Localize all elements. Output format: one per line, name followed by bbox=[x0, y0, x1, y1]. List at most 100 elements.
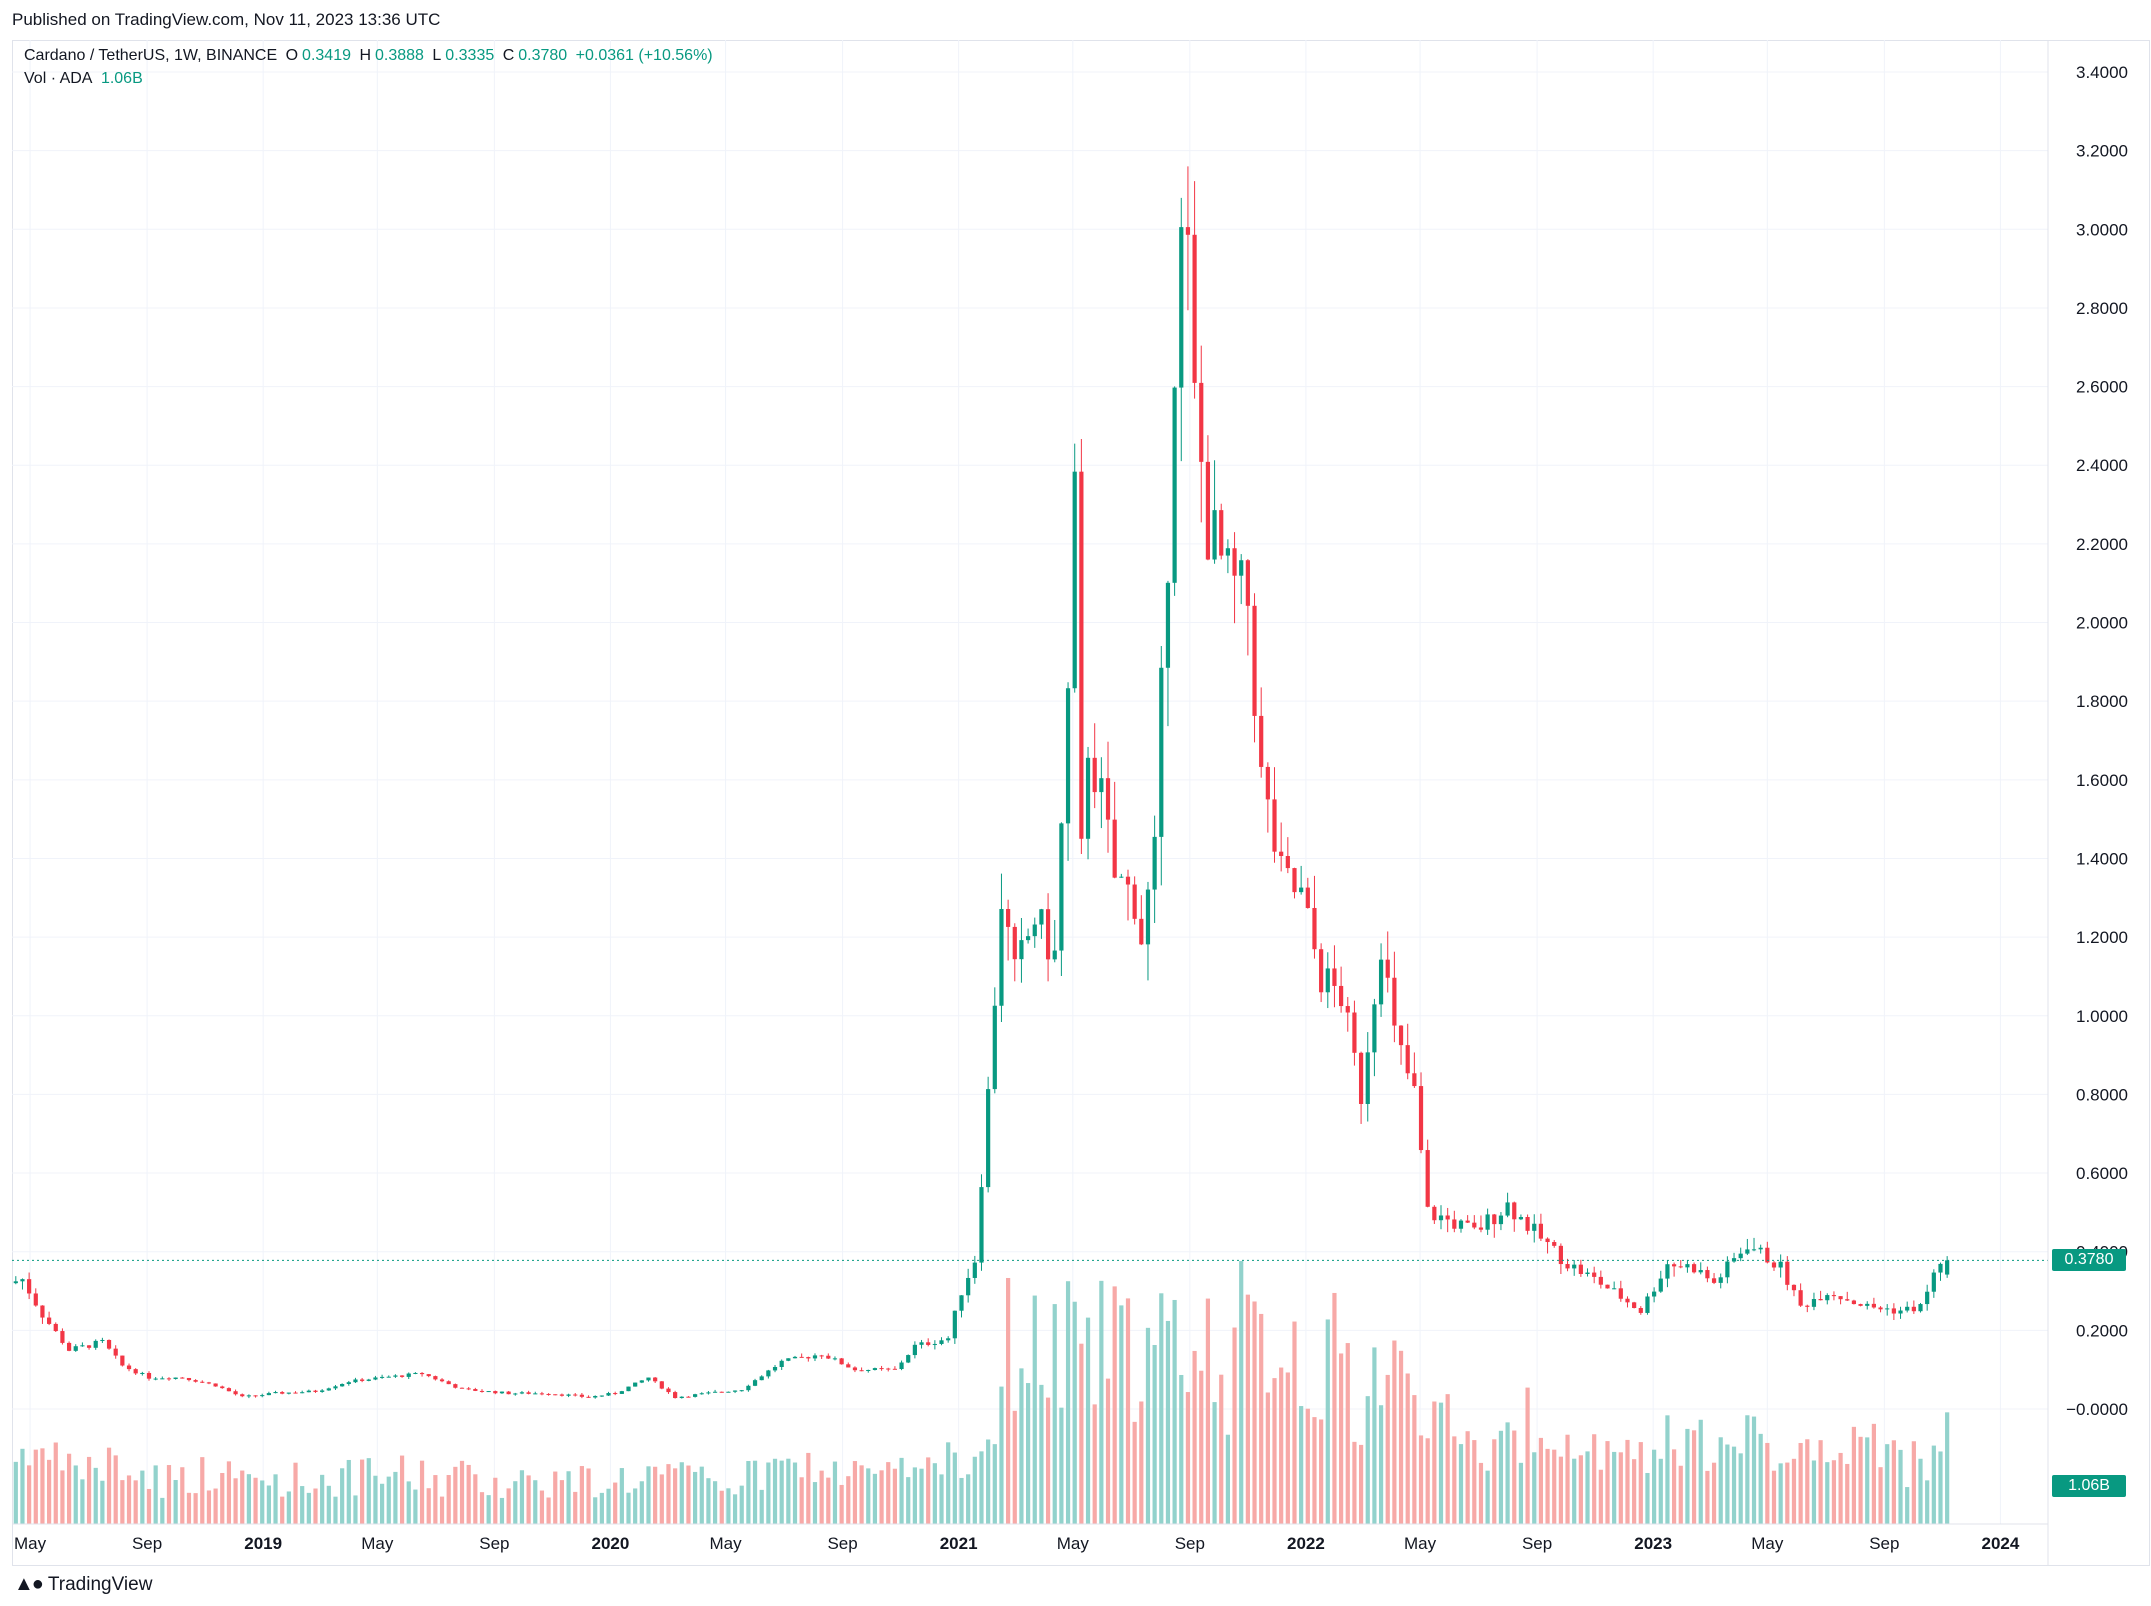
y-tick-label: 0.6000 bbox=[2076, 1164, 2128, 1183]
candle-body bbox=[1645, 1296, 1650, 1313]
x-tick-label: 2020 bbox=[592, 1534, 630, 1553]
volume-bar bbox=[919, 1468, 924, 1524]
volume-bar bbox=[946, 1442, 951, 1524]
candle-body bbox=[786, 1358, 791, 1361]
candle-body bbox=[1458, 1220, 1464, 1229]
volume-bar bbox=[579, 1466, 584, 1524]
volume-bar bbox=[1232, 1327, 1237, 1524]
volume-bar bbox=[473, 1474, 478, 1524]
volume-bar bbox=[93, 1467, 98, 1524]
volume-bar bbox=[1245, 1294, 1250, 1524]
candle-body bbox=[113, 1348, 118, 1356]
candle-body bbox=[706, 1392, 711, 1394]
y-tick-label: 3.2000 bbox=[2076, 142, 2128, 161]
y-tick-label: 1.6000 bbox=[2076, 771, 2128, 790]
volume-bar bbox=[1239, 1261, 1244, 1524]
volume-bar bbox=[1485, 1470, 1490, 1524]
last-price-tag: 0.3780 bbox=[2052, 1249, 2126, 1272]
volume-bar bbox=[346, 1459, 351, 1524]
volume-bar bbox=[1225, 1434, 1230, 1524]
candle-body bbox=[932, 1343, 937, 1345]
candle-body bbox=[852, 1367, 858, 1371]
volume-bar bbox=[699, 1466, 704, 1524]
candle-body bbox=[826, 1355, 831, 1359]
candle-body bbox=[340, 1383, 345, 1387]
candle-body bbox=[1845, 1299, 1850, 1301]
candle-body bbox=[593, 1395, 598, 1398]
candle-body bbox=[712, 1391, 718, 1393]
candle-body bbox=[739, 1390, 744, 1392]
volume-bar bbox=[1785, 1462, 1790, 1524]
volume-bar bbox=[1279, 1367, 1284, 1524]
candle-body bbox=[799, 1356, 804, 1358]
volume-bar bbox=[493, 1477, 498, 1524]
candle-body bbox=[919, 1342, 924, 1345]
candle-body bbox=[1885, 1308, 1890, 1310]
volume-bar bbox=[106, 1447, 112, 1524]
volume-bar bbox=[1285, 1372, 1290, 1524]
candle-body bbox=[1725, 1261, 1730, 1278]
last-volume-tag: 1.06B bbox=[2052, 1475, 2126, 1497]
candle-body bbox=[346, 1382, 351, 1384]
volume-bar bbox=[872, 1473, 878, 1524]
candle-body bbox=[160, 1378, 165, 1380]
volume-bar bbox=[559, 1480, 565, 1524]
volume-value: 1.06B bbox=[100, 70, 143, 87]
low-value: 0.3335 bbox=[445, 47, 495, 64]
volume-bar bbox=[526, 1475, 531, 1524]
candle-body bbox=[266, 1393, 271, 1396]
volume-bar bbox=[1518, 1462, 1524, 1524]
volume-bar bbox=[313, 1488, 318, 1524]
volume-bar bbox=[939, 1474, 944, 1524]
candle-body bbox=[1352, 1012, 1357, 1053]
volume-bar bbox=[466, 1464, 471, 1524]
candle-body bbox=[646, 1377, 651, 1381]
volume-bar bbox=[832, 1461, 838, 1524]
candle-body bbox=[1865, 1303, 1870, 1306]
y-tick-label: 1.4000 bbox=[2076, 849, 2128, 868]
candle-body bbox=[1538, 1223, 1544, 1239]
volume-bar bbox=[586, 1468, 591, 1524]
volume-bar bbox=[1671, 1449, 1677, 1524]
candle-body bbox=[313, 1390, 318, 1392]
candle-body bbox=[1199, 382, 1204, 462]
volume-bar bbox=[1185, 1392, 1191, 1524]
x-tick-label: Sep bbox=[132, 1534, 162, 1553]
candle-body bbox=[1358, 1052, 1364, 1104]
volume-bar bbox=[1825, 1462, 1830, 1524]
volume-bar bbox=[726, 1488, 731, 1524]
volume-bar bbox=[959, 1477, 964, 1524]
candle-body bbox=[53, 1323, 58, 1332]
tradingview-logo[interactable]: ▲● TradingView bbox=[14, 1573, 152, 1596]
candle-body bbox=[1172, 387, 1177, 583]
candle-body bbox=[106, 1339, 112, 1349]
volume-bar bbox=[1731, 1446, 1737, 1524]
volume-bar bbox=[1006, 1277, 1011, 1524]
candle-body bbox=[1332, 968, 1337, 986]
candle-body bbox=[86, 1345, 92, 1348]
candle-body bbox=[1685, 1264, 1690, 1268]
candle-body bbox=[1532, 1223, 1537, 1231]
candle-body bbox=[120, 1355, 125, 1366]
candle-body bbox=[1079, 471, 1084, 839]
candle-body bbox=[1072, 471, 1077, 689]
volume-bar bbox=[1378, 1405, 1384, 1524]
volume-bar bbox=[693, 1471, 698, 1524]
candle-body bbox=[80, 1345, 85, 1347]
chart-frame[interactable] bbox=[12, 40, 2150, 1566]
candle-body bbox=[1252, 605, 1257, 716]
volume-bar bbox=[206, 1490, 212, 1524]
x-tick-label: 2021 bbox=[940, 1534, 978, 1553]
candle-body bbox=[499, 1391, 505, 1394]
y-tick-label: 2.6000 bbox=[2076, 378, 2128, 397]
volume-bar bbox=[53, 1442, 58, 1524]
candle-body bbox=[280, 1392, 285, 1394]
candle-body bbox=[1372, 1004, 1377, 1053]
volume-bar bbox=[826, 1477, 831, 1524]
volume-bar bbox=[1718, 1437, 1723, 1524]
x-tick-label: Sep bbox=[1869, 1534, 1899, 1553]
candle-body bbox=[999, 908, 1004, 1006]
candle-body bbox=[746, 1385, 751, 1391]
volume-bar bbox=[1678, 1465, 1683, 1524]
